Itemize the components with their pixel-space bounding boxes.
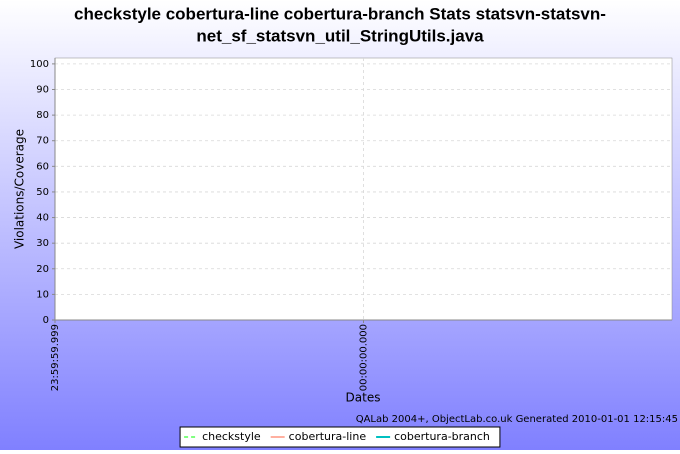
legend-box [179, 426, 501, 448]
y-tick-label: 30 [36, 238, 49, 249]
y-tick-label: 80 [36, 110, 49, 121]
y-tick-label: 40 [36, 213, 49, 224]
y-axis-title: Violations/Coverage [13, 129, 27, 249]
y-tick-label: 50 [36, 187, 49, 198]
legend-label: cobertura-branch [394, 430, 490, 443]
chart-title: checkstyle cobertura-line cobertura-bran… [74, 4, 606, 23]
y-tick-label: 100 [30, 59, 49, 70]
y-tick-label: 70 [36, 136, 49, 147]
x-axis-title: Dates [346, 391, 381, 405]
y-tick-label: 20 [36, 264, 49, 275]
credit: QALab 2004+, ObjectLab.co.uk Generated 2… [356, 414, 678, 425]
legend-label: cobertura-line [289, 430, 367, 443]
x-tick-label: 23:59:59.999 [50, 324, 61, 391]
y-tick-label: 60 [36, 161, 49, 172]
chart-title: net_sf_statsvn_util_StringUtils.java [196, 26, 484, 45]
legend: checkstyle cobertura-line cobertura-branch [179, 426, 501, 448]
legend-label: checkstyle [202, 430, 261, 443]
y-tick-label: 90 [36, 85, 49, 96]
y-tick-label: 10 [36, 289, 49, 300]
x-tick-label: 00:00:00.000 [359, 324, 370, 391]
y-tick-label: 0 [43, 315, 49, 326]
